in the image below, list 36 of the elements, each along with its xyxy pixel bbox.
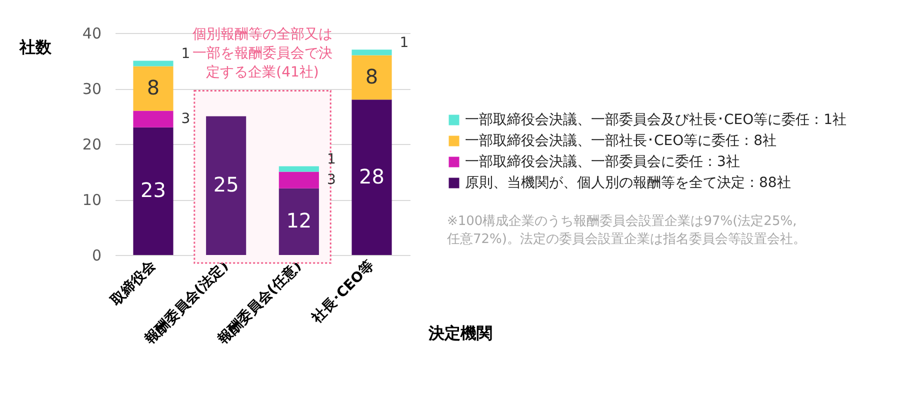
data-label: 8 xyxy=(146,76,160,100)
y-tick-label: 10 xyxy=(82,191,102,209)
bar xyxy=(278,166,319,172)
data-label: 12 xyxy=(286,208,312,233)
legend-label: 一部取締役会決議、一部社長･CEO等に委任：8社 xyxy=(465,133,777,149)
legend-label: 原則、当機関が、個人別の報酬等を全て決定：88社 xyxy=(465,175,791,191)
bar xyxy=(133,66,174,111)
bar xyxy=(133,110,174,128)
bar xyxy=(278,188,319,255)
data-label: 28 xyxy=(359,164,384,188)
data-label: 1 xyxy=(400,34,409,51)
y-axis-title: 社数 xyxy=(18,38,52,56)
y-tick-label: 0 xyxy=(92,246,102,264)
bar xyxy=(352,50,392,56)
data-label: 1 xyxy=(181,46,190,62)
bar xyxy=(133,127,174,255)
bar xyxy=(278,172,319,188)
bar xyxy=(352,100,392,255)
y-tick-label: 20 xyxy=(82,136,102,154)
x-tick-label: 取締役会 xyxy=(106,256,160,310)
data-label: 8 xyxy=(365,64,378,88)
legend-label: 一部取締役会決議、一部委員会に委任：3社 xyxy=(465,154,740,170)
data-label: 23 xyxy=(140,178,166,202)
y-tick-label: 40 xyxy=(82,24,102,42)
data-label: 25 xyxy=(213,172,239,197)
band-label: 個別報酬等の全部又は一部を報酬委員会で決定する企業(41社) xyxy=(192,26,332,81)
data-label: 3 xyxy=(181,111,190,128)
bar xyxy=(206,116,246,255)
x-axis-title: 決定機関 xyxy=(428,324,492,342)
bar xyxy=(352,55,392,100)
y-tick-label: 30 xyxy=(82,80,102,98)
bar xyxy=(133,60,174,66)
data-label: 3 xyxy=(326,172,336,188)
legend-label: 一部取締役会決議、一部委員会及び社長･CEO等に委任：1社 xyxy=(465,112,847,128)
data-label: 1 xyxy=(326,152,336,168)
text: ※100構成企業のうち報酬委員会設置企業は97%(法定25%, 任意72%)。法定の委員会設置企業は指名委員会等設置会社。 xyxy=(446,214,806,247)
